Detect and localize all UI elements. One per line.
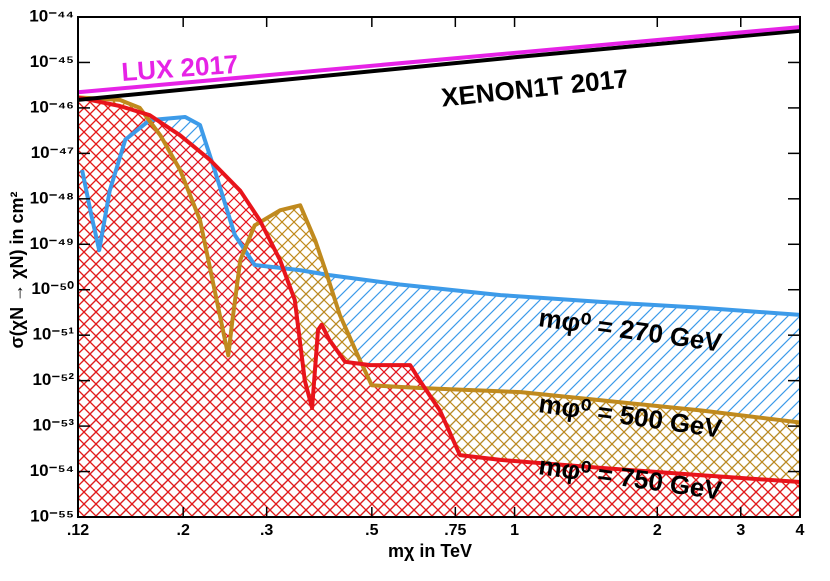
plot-frame [77, 16, 801, 518]
x-tick-label: 4 [796, 522, 805, 539]
hatched-region [78, 97, 800, 518]
x-tick-label: .75 [444, 522, 466, 539]
x-axis-label: mχ in TeV [388, 541, 472, 561]
series-line [77, 25, 801, 95]
y-tick-label: 10⁻⁴⁸ [30, 188, 74, 207]
fills [78, 97, 800, 518]
x-tick-label: .12 [67, 522, 89, 539]
x-tick-label: .2 [177, 522, 190, 539]
y-tick-label: 10⁻⁵² [32, 370, 74, 389]
y-tick-label: 10⁻⁵³ [32, 416, 74, 435]
x-tick-label: .5 [365, 522, 378, 539]
x-tick-label: 3 [736, 522, 745, 539]
y-tick-label: 10⁻⁵¹ [32, 325, 74, 344]
y-tick-label: 10⁻⁵⁵ [30, 506, 74, 525]
y-tick-label: 10⁻⁴⁵ [30, 52, 74, 71]
y-tick-label: 10⁻⁴⁶ [30, 97, 74, 116]
x-tick-label: .3 [260, 522, 273, 539]
series-line [77, 95, 801, 484]
series-line [80, 115, 801, 317]
y-tick-label: 10⁻⁴⁴ [29, 6, 74, 25]
x-tick-label: 1 [510, 522, 519, 539]
x-tick-label: 2 [653, 522, 662, 539]
series-line [77, 95, 801, 425]
y-tick-label: 10⁻⁵⁰ [31, 279, 74, 298]
series-line [77, 28, 801, 102]
y-tick-label: 10⁻⁴⁹ [30, 234, 74, 253]
y-tick-label: 10⁻⁴⁷ [31, 143, 74, 162]
y-axis-label: σ(χN → χN) in cm² [7, 191, 27, 348]
y-tick-label: 10⁻⁵⁴ [30, 461, 74, 480]
series-label: XENON1T 2017 [440, 63, 630, 112]
lines [77, 25, 801, 484]
